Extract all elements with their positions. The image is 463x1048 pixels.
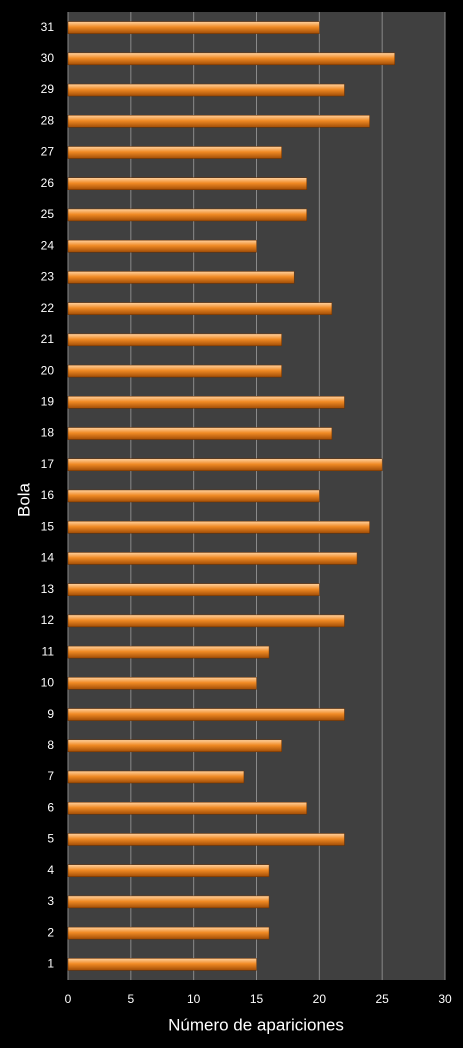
- x-tick-label: 30: [438, 992, 452, 1006]
- bar: [67, 677, 257, 690]
- y-tick-label: 30: [41, 51, 55, 65]
- bar: [67, 583, 320, 596]
- y-tick-label: 26: [41, 176, 55, 190]
- bar: [67, 271, 295, 284]
- y-tick-label: 6: [47, 800, 54, 814]
- bar: [67, 302, 333, 315]
- y-tick-label: 24: [41, 238, 55, 252]
- x-tick-label: 5: [127, 992, 134, 1006]
- bar: [67, 396, 345, 409]
- y-tick-label: 31: [41, 20, 55, 34]
- x-tick-label: 10: [187, 992, 201, 1006]
- x-tick-label: 20: [313, 992, 327, 1006]
- bar: [67, 926, 270, 940]
- x-tick-label: 15: [250, 992, 264, 1006]
- bar: [67, 333, 282, 347]
- y-tick-label: 23: [41, 270, 55, 284]
- y-tick-label: 25: [41, 207, 55, 221]
- y-tick-label: 14: [41, 551, 55, 565]
- bar: [67, 177, 308, 190]
- bar: [67, 21, 320, 34]
- y-tick-label: 17: [41, 457, 55, 471]
- y-tick-label: 8: [47, 738, 54, 752]
- bar: [67, 708, 345, 721]
- bar: [67, 239, 257, 253]
- y-tick-label: 20: [41, 363, 55, 377]
- y-tick-label: 9: [47, 707, 54, 721]
- y-tick-label: 3: [47, 894, 54, 908]
- y-tick-label: 5: [47, 832, 54, 846]
- bar: [67, 895, 270, 909]
- bar: [67, 552, 358, 565]
- y-tick-label: 19: [41, 394, 55, 408]
- bar: [67, 802, 308, 815]
- y-tick-label: 2: [47, 925, 54, 939]
- y-tick-label: 12: [41, 613, 55, 627]
- y-tick-label: 18: [41, 426, 55, 440]
- y-tick-label: 1: [47, 957, 54, 971]
- x-axis-label: Número de apariciones: [168, 1015, 344, 1034]
- bar: [67, 770, 245, 784]
- y-tick-label: 15: [41, 519, 55, 533]
- bar: [67, 364, 282, 378]
- bar: [67, 208, 308, 222]
- y-tick-label: 27: [41, 145, 55, 159]
- bar: [67, 520, 370, 534]
- x-tick-label: 25: [375, 992, 389, 1006]
- bar: [67, 115, 370, 128]
- bar: [67, 489, 320, 503]
- y-tick-label: 28: [41, 113, 55, 127]
- y-tick-label: 11: [42, 644, 55, 658]
- y-tick-label: 10: [41, 676, 55, 690]
- bar: [67, 146, 282, 159]
- y-tick-label: 21: [41, 332, 55, 346]
- bar: [67, 833, 345, 846]
- bar: [67, 645, 270, 659]
- bar: [67, 458, 383, 472]
- y-tick-label: 16: [41, 488, 55, 502]
- bar: [67, 52, 395, 66]
- bar: [67, 427, 333, 440]
- bar: [67, 614, 345, 628]
- y-tick-label: 13: [41, 582, 55, 596]
- bar: [67, 739, 282, 753]
- y-tick-label: 7: [47, 769, 54, 783]
- y-tick-label: 4: [47, 863, 54, 877]
- y-tick-label: 29: [41, 82, 55, 96]
- bar: [67, 864, 270, 877]
- y-tick-label: 22: [41, 301, 55, 315]
- x-tick-label: 0: [65, 992, 72, 1006]
- bar: [67, 83, 345, 97]
- bar: [67, 958, 257, 971]
- y-axis-label: Bola: [14, 482, 33, 517]
